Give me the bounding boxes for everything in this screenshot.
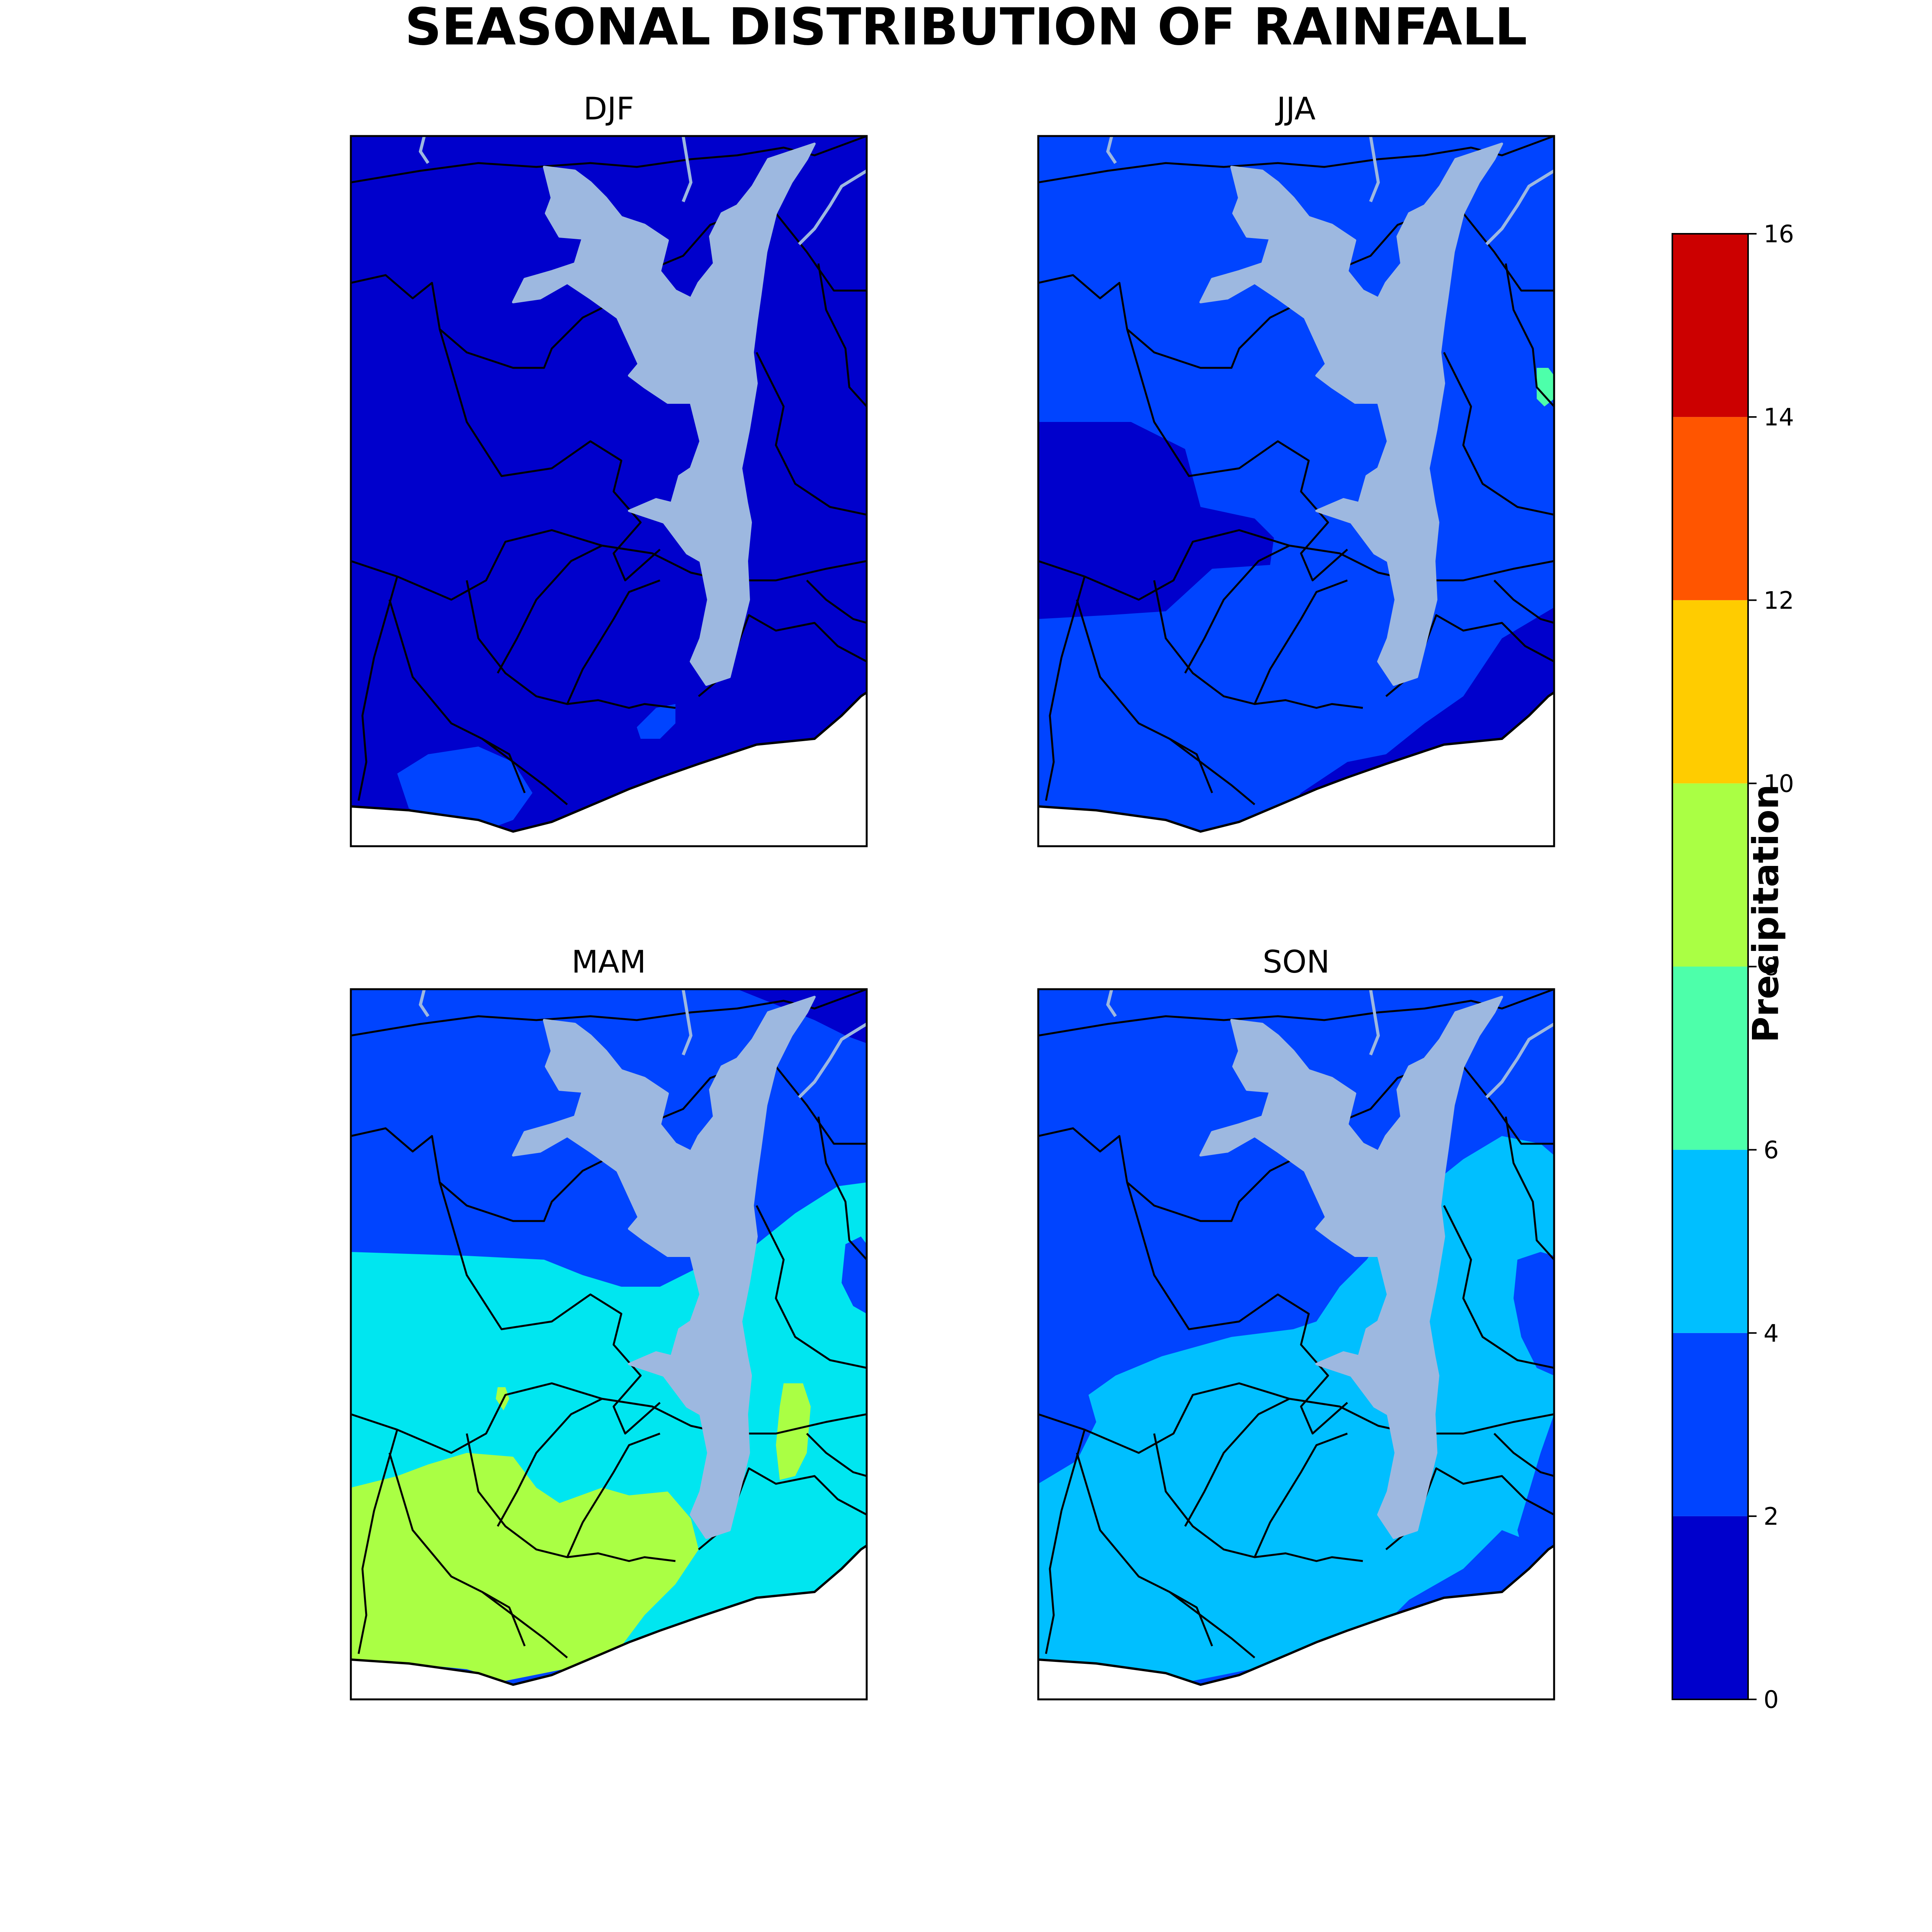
map-panel-son (1038, 989, 1554, 1699)
region-boundary-mam-14 (357, 1429, 398, 1654)
panel-frame-son (1037, 988, 1555, 1701)
region-boundary-jja-10 (1253, 579, 1348, 705)
contour-region-djf-0 (397, 747, 532, 832)
coastline-djf (351, 691, 867, 833)
region-boundary-jja-7 (1443, 352, 1554, 516)
lake-son (1199, 996, 1503, 1539)
panel-frame-jja (1037, 135, 1555, 847)
panel-title-djf: DJF (583, 91, 634, 127)
contour-region-djf-1 (637, 704, 675, 739)
region-boundary-mam-15 (497, 1398, 603, 1527)
region-boundary-jja-3 (1126, 329, 1348, 582)
ocean-djf (351, 692, 867, 846)
river-mam-1 (682, 989, 693, 1056)
region-boundary-jja-6 (1505, 263, 1554, 407)
river-jja-2 (1485, 169, 1554, 245)
coastline-jja (1038, 691, 1554, 833)
coastline-mam (351, 1544, 867, 1686)
ocean-mam (351, 1546, 867, 1699)
region-boundary-jja-13 (1493, 580, 1554, 624)
contour-region-jja-1 (1270, 607, 1554, 832)
coastline-son (1038, 1544, 1554, 1686)
river-djf-2 (798, 169, 867, 245)
river-djf-0 (418, 136, 430, 164)
river-mam-2 (798, 1022, 867, 1099)
region-boundary-son-6 (1505, 1116, 1554, 1260)
map-panel-jja (1038, 136, 1554, 846)
contour-region-son-2 (1517, 1414, 1554, 1569)
region-boundary-son-15 (1184, 1398, 1290, 1527)
region-boundary-djf-13 (806, 580, 867, 624)
region-boundary-djf-7 (755, 352, 867, 516)
panel-title-mam: MAM (571, 944, 646, 980)
region-boundary-jja-2 (1038, 212, 1449, 369)
region-boundary-djf-2 (351, 212, 761, 369)
region-boundary-mam-10 (566, 1432, 660, 1558)
lake-mam (512, 996, 816, 1539)
panel-frame-mam (350, 988, 868, 1701)
ocean-jja (1038, 692, 1554, 846)
river-son-1 (1369, 989, 1380, 1056)
contour-region-son-1 (1514, 1252, 1554, 1376)
region-boundary-son-2 (1038, 1065, 1449, 1222)
contour-region-jja-2 (1537, 368, 1554, 406)
region-boundary-djf-6 (817, 263, 867, 407)
panel-title-son: SON (1262, 944, 1330, 980)
contour-region-mam-5 (737, 989, 867, 1043)
region-boundary-mam-7 (755, 1205, 867, 1369)
region-boundary-djf-10 (566, 579, 660, 705)
river-mam-0 (418, 989, 430, 1017)
panel-title-jja: JJA (1277, 91, 1316, 127)
contour-region-jja-0 (1038, 422, 1274, 619)
region-boundary-mam-6 (817, 1116, 867, 1260)
river-jja-0 (1106, 136, 1117, 164)
region-boundary-son-10 (1253, 1432, 1348, 1558)
river-son-0 (1106, 989, 1117, 1017)
river-jja-1 (1369, 136, 1380, 202)
region-boundary-mam-2 (351, 1065, 761, 1222)
region-boundary-jja-11 (1169, 738, 1255, 805)
river-djf-1 (682, 136, 693, 202)
lake-djf (512, 143, 816, 686)
region-boundary-mam-11 (481, 1591, 568, 1658)
map-panel-mam (351, 989, 867, 1699)
figure-title: SEASONAL DISTRIBUTION OF RAINFALL (405, 0, 1527, 57)
region-boundary-son-13 (1493, 1433, 1554, 1477)
region-boundary-mam-3 (439, 1182, 661, 1435)
region-boundary-son-11 (1169, 1591, 1255, 1658)
river-son-2 (1485, 1022, 1554, 1099)
ocean-son (1038, 1546, 1554, 1699)
contour-region-mam-2 (776, 1383, 811, 1480)
contour-region-mam-4 (842, 1236, 867, 1314)
panel-frame-djf (350, 135, 868, 847)
region-boundary-son-14 (1045, 1429, 1086, 1654)
map-panel-djf (351, 136, 867, 846)
region-boundary-jja-15 (1184, 544, 1290, 674)
region-boundary-son-7 (1443, 1205, 1554, 1369)
region-boundary-mam-13 (806, 1433, 867, 1477)
colorbar-label: Precipitation (1745, 784, 1787, 1043)
region-boundary-jja-14 (1045, 576, 1086, 801)
region-boundary-djf-11 (481, 738, 568, 805)
region-boundary-djf-14 (357, 576, 398, 801)
region-boundary-son-3 (1126, 1182, 1348, 1435)
contour-region-mam-1 (351, 1453, 699, 1681)
lake-jja (1199, 143, 1503, 686)
region-boundary-djf-15 (497, 544, 603, 674)
region-boundary-djf-3 (439, 329, 661, 582)
